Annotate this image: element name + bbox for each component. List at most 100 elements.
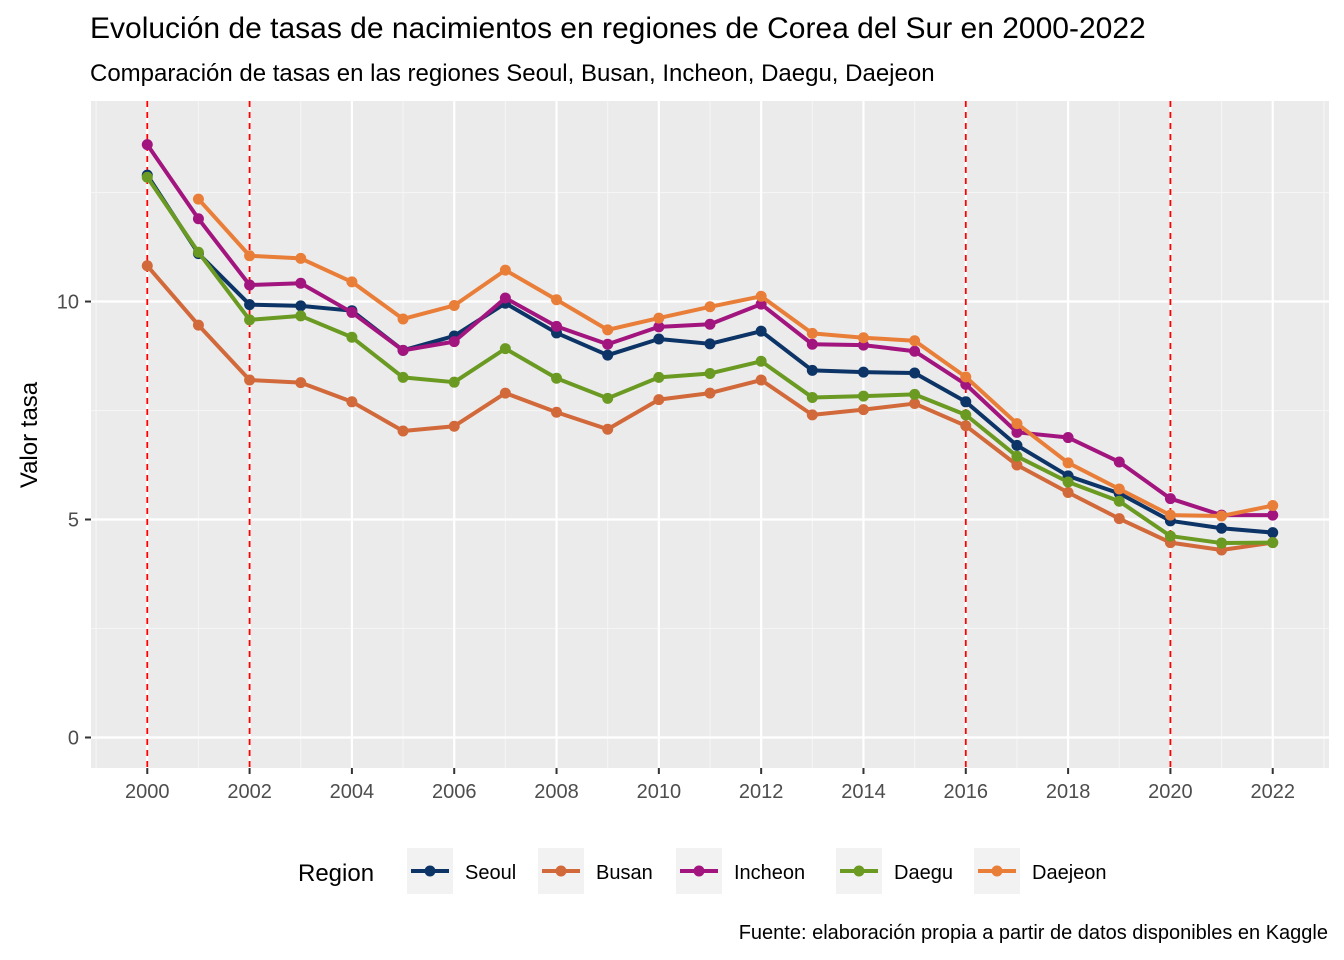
data-point-busan: [704, 387, 716, 399]
data-point-daejeon: [397, 313, 409, 325]
data-point-daegu: [602, 392, 614, 404]
data-point-daegu: [1062, 476, 1074, 488]
chart-subtitle: Comparación de tasas en las regiones Seo…: [90, 60, 935, 87]
data-point-daejeon: [960, 371, 972, 383]
data-point-daejeon: [755, 290, 767, 302]
data-point-daejeon: [1216, 510, 1228, 522]
data-point-seoul: [1011, 439, 1023, 451]
data-point-daejeon: [192, 193, 204, 205]
data-point-incheon: [909, 345, 921, 357]
x-tick-label: 2006: [432, 781, 477, 803]
data-point-daegu: [704, 367, 716, 379]
x-tick-label: 2016: [944, 781, 989, 803]
data-point-seoul: [244, 299, 256, 311]
data-point-daegu: [397, 371, 409, 383]
data-point-seoul: [602, 349, 614, 361]
caption: Fuente: elaboración propia a partir de d…: [738, 922, 1328, 944]
data-point-daejeon: [909, 335, 921, 347]
data-point-incheon: [602, 338, 614, 350]
x-tick-label: 2018: [1046, 781, 1091, 803]
data-point-busan: [1011, 459, 1023, 471]
x-tick-label: 2000: [125, 781, 170, 803]
data-point-daejeon: [653, 312, 665, 324]
data-point-incheon: [551, 320, 563, 332]
data-point-incheon: [192, 213, 204, 225]
reference-lines: [146, 101, 1172, 768]
data-point-busan: [653, 394, 665, 406]
data-point-daejeon: [346, 276, 358, 288]
data-point-busan: [960, 420, 972, 432]
data-point-busan: [602, 423, 614, 435]
data-point-daejeon: [1062, 457, 1074, 469]
data-point-daejeon: [857, 332, 869, 344]
data-point-daejeon: [448, 299, 460, 311]
data-point-daejeon: [1164, 509, 1176, 521]
x-tick-label: 2014: [841, 781, 886, 803]
y-tick-label: 10: [57, 292, 79, 314]
data-point-busan: [806, 409, 818, 421]
y-tick-label: 0: [68, 727, 79, 749]
y-tick-label: 5: [68, 510, 79, 532]
data-point-incheon: [244, 279, 256, 291]
data-point-daegu: [346, 331, 358, 343]
legend-marker-busan: [555, 865, 567, 877]
data-point-incheon: [755, 298, 767, 310]
series-line-daejeon: [196, 197, 1275, 519]
data-point-seoul: [909, 367, 921, 379]
legend-label-incheon: Incheon: [734, 862, 805, 884]
data-point-incheon: [397, 344, 409, 356]
data-point-incheon: [346, 306, 358, 318]
data-point-daegu: [192, 246, 204, 258]
data-point-daejeon: [295, 252, 307, 264]
x-tick-label: 2004: [330, 781, 375, 803]
data-point-busan: [448, 420, 460, 432]
data-point-daegu: [1011, 450, 1023, 462]
data-point-seoul: [960, 396, 972, 408]
data-point-seoul: [1216, 522, 1228, 534]
data-point-busan: [857, 404, 869, 416]
data-point-busan: [141, 260, 153, 272]
legend-marker-incheon: [693, 865, 705, 877]
data-point-daegu: [909, 388, 921, 400]
data-point-incheon: [806, 338, 818, 350]
data-point-daejeon: [1011, 418, 1023, 430]
data-point-daegu: [551, 372, 563, 384]
data-point-busan: [499, 387, 511, 399]
data-point-seoul: [755, 325, 767, 337]
data-point-busan: [192, 319, 204, 331]
series-lines: [141, 139, 1279, 556]
x-tick-label: 2022: [1250, 781, 1295, 803]
data-point-busan: [397, 425, 409, 437]
data-point-daejeon: [806, 327, 818, 339]
x-tick-label: 2010: [637, 781, 682, 803]
data-point-seoul: [704, 338, 716, 350]
data-point-daegu: [295, 310, 307, 322]
data-point-busan: [1062, 486, 1074, 498]
data-point-incheon: [1267, 509, 1279, 521]
data-point-busan: [909, 398, 921, 410]
data-point-incheon: [1164, 493, 1176, 505]
legend-marker-daejeon: [991, 865, 1003, 877]
data-point-daegu: [1267, 537, 1279, 549]
legend-marker-daegu: [853, 865, 865, 877]
legend-label-busan: Busan: [596, 862, 653, 884]
chart-title: Evolución de tasas de nacimientos en reg…: [90, 12, 1146, 45]
data-point-daejeon: [244, 250, 256, 262]
data-point-daegu: [755, 355, 767, 367]
data-point-busan: [295, 377, 307, 389]
data-point-incheon: [448, 336, 460, 348]
data-point-daejeon: [1113, 483, 1125, 495]
data-point-daegu: [448, 376, 460, 388]
data-point-seoul: [1267, 527, 1279, 539]
data-point-incheon: [295, 277, 307, 289]
data-point-incheon: [653, 321, 665, 333]
data-point-busan: [551, 406, 563, 418]
data-point-daegu: [1216, 537, 1228, 549]
data-point-busan: [1113, 513, 1125, 525]
data-point-incheon: [704, 318, 716, 330]
data-point-daegu: [1113, 495, 1125, 507]
data-point-daegu: [960, 409, 972, 421]
data-point-busan: [346, 396, 358, 408]
data-point-busan: [755, 374, 767, 386]
